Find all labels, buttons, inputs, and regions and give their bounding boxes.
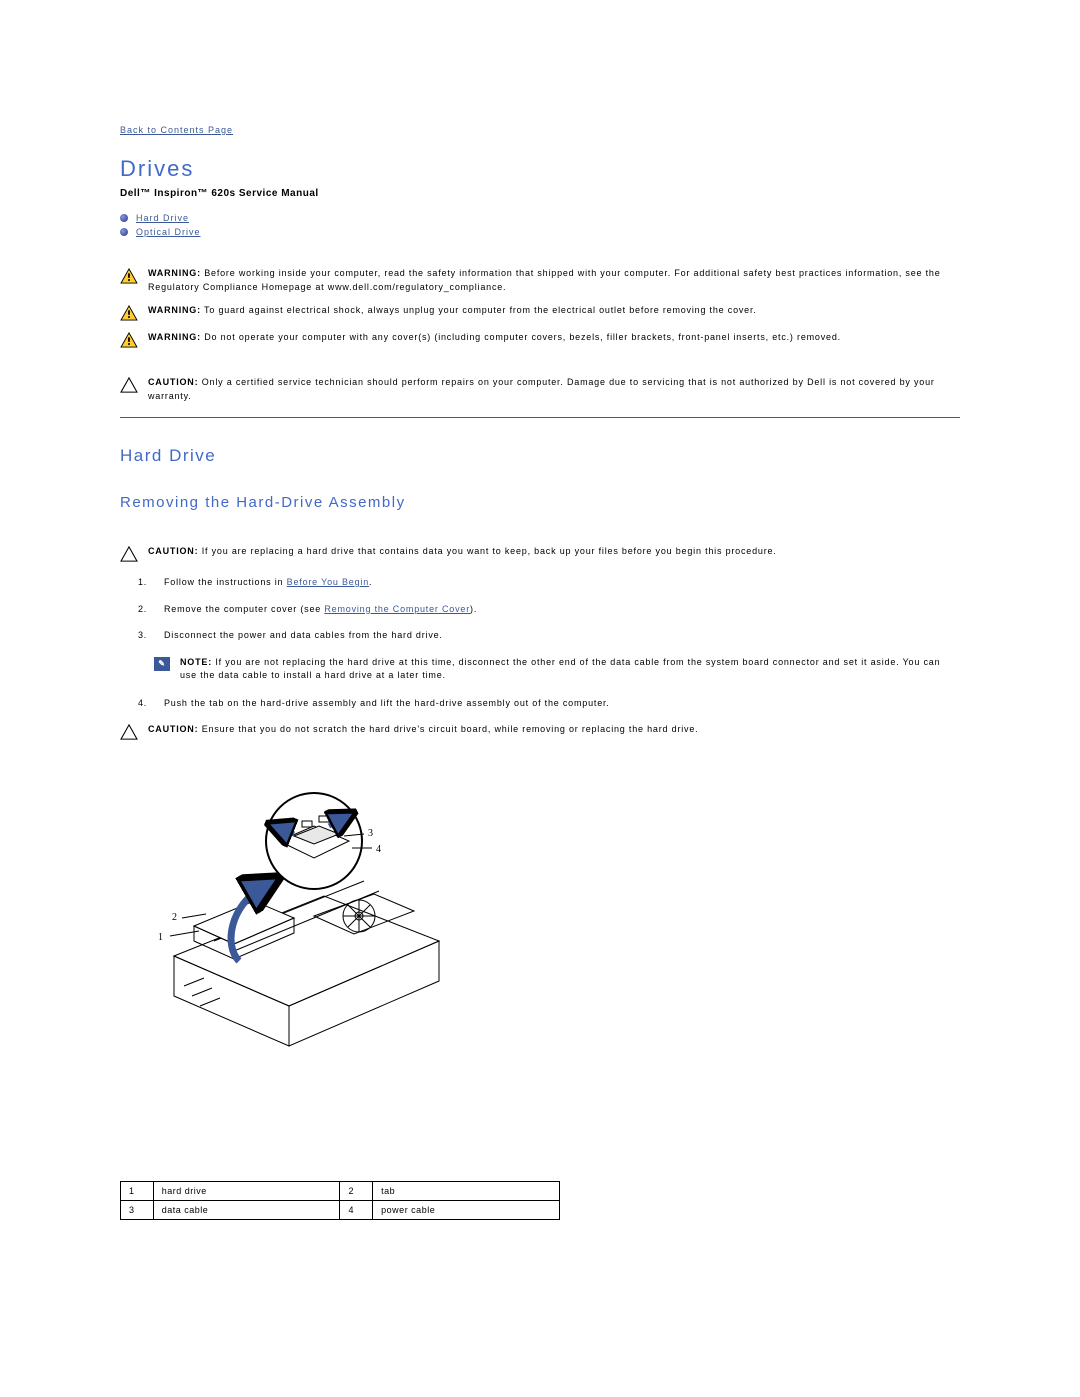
manual-subtitle: Dell™ Inspiron™ 620s Service Manual [120, 188, 960, 199]
callout-number: 3 [368, 828, 373, 839]
toc-item: Optical Drive [120, 227, 960, 237]
note-icon: ✎ [154, 657, 170, 671]
step-text: Push the tab on the hard-drive assembly … [164, 697, 960, 710]
callout-num-cell: 3 [121, 1201, 154, 1220]
caution-block: CAUTION: Only a certified service techni… [120, 376, 960, 403]
caution-text: If you are replacing a hard drive that c… [202, 546, 777, 556]
warning-icon [120, 332, 138, 348]
callout-num-cell: 2 [340, 1182, 373, 1201]
caution-label: CAUTION: [148, 724, 198, 734]
bullet-icon [120, 228, 128, 236]
step-text: Remove the computer cover (see Removing … [164, 603, 960, 616]
warning-text: Do not operate your computer with any co… [204, 332, 841, 342]
bullet-icon [120, 214, 128, 222]
back-to-contents-link[interactable]: Back to Contents Page [120, 125, 233, 135]
step-text: Disconnect the power and data cables fro… [164, 629, 960, 642]
callout-label-cell: data cable [153, 1201, 340, 1220]
subsection-heading-removing: Removing the Hard-Drive Assembly [120, 494, 960, 511]
warning-block: WARNING: Do not operate your computer wi… [120, 331, 960, 348]
callout-label-cell: power cable [373, 1201, 560, 1220]
note-text: If you are not replacing the hard drive … [180, 657, 940, 681]
section-heading-hard-drive: Hard Drive [120, 446, 960, 466]
toc-link-optical-drive[interactable]: Optical Drive [136, 227, 201, 237]
note-block: ✎ NOTE: If you are not replacing the har… [154, 656, 960, 683]
warning-icon [120, 305, 138, 321]
callout-label-cell: tab [373, 1182, 560, 1201]
caution-label: CAUTION: [148, 546, 198, 556]
step-row: 1. Follow the instructions in Before You… [138, 576, 960, 589]
warning-icon [120, 268, 138, 284]
callout-number: 2 [172, 912, 177, 923]
callout-number: 1 [158, 932, 163, 943]
step-number: 1. [138, 576, 150, 589]
caution-icon [120, 546, 138, 562]
before-you-begin-link[interactable]: Before You Begin [287, 577, 369, 587]
warning-block: WARNING: To guard against electrical sho… [120, 304, 960, 321]
page-root: Back to Contents Page Drives Dell™ Inspi… [0, 0, 1080, 1280]
toc-item: Hard Drive [120, 213, 960, 223]
callout-num-cell: 4 [340, 1201, 373, 1220]
callout-table: 1 hard drive 2 tab 3 data cable 4 power … [120, 1181, 560, 1220]
caution-icon [120, 724, 138, 740]
callout-label-cell: hard drive [153, 1182, 340, 1201]
warning-label: WARNING: [148, 305, 201, 315]
step-row: 2. Remove the computer cover (see Removi… [138, 603, 960, 616]
step-number: 4. [138, 697, 150, 710]
callout-num-cell: 1 [121, 1182, 154, 1201]
caution-icon [120, 377, 138, 393]
warning-block: WARNING: Before working inside your comp… [120, 267, 960, 294]
warning-label: WARNING: [148, 268, 201, 278]
step-text: Follow the instructions in Before You Be… [164, 576, 960, 589]
toc-link-hard-drive[interactable]: Hard Drive [136, 213, 189, 223]
section-divider [120, 417, 960, 418]
table-row: 3 data cable 4 power cable [121, 1201, 560, 1220]
caution-block: CAUTION: If you are replacing a hard dri… [120, 545, 960, 562]
note-label: NOTE: [180, 657, 212, 667]
callout-number: 4 [376, 844, 381, 855]
step-number: 3. [138, 629, 150, 642]
procedure-list: 1. Follow the instructions in Before You… [120, 576, 960, 709]
table-row: 1 hard drive 2 tab [121, 1182, 560, 1201]
step-number: 2. [138, 603, 150, 616]
warning-text: Before working inside your computer, rea… [148, 268, 941, 292]
hard-drive-figure: 1 2 3 4 [144, 786, 454, 1066]
removing-cover-link[interactable]: Removing the Computer Cover [324, 604, 470, 614]
caution-text: Ensure that you do not scratch the hard … [202, 724, 699, 734]
caution-text: Only a certified service technician shou… [148, 377, 935, 401]
step-row: 3. Disconnect the power and data cables … [138, 629, 960, 642]
step-row: 4. Push the tab on the hard-drive assemb… [138, 697, 960, 710]
warning-label: WARNING: [148, 332, 201, 342]
caution-block: CAUTION: Ensure that you do not scratch … [120, 723, 960, 740]
caution-label: CAUTION: [148, 377, 198, 387]
warning-text: To guard against electrical shock, alway… [204, 305, 757, 315]
page-title: Drives [120, 156, 960, 182]
